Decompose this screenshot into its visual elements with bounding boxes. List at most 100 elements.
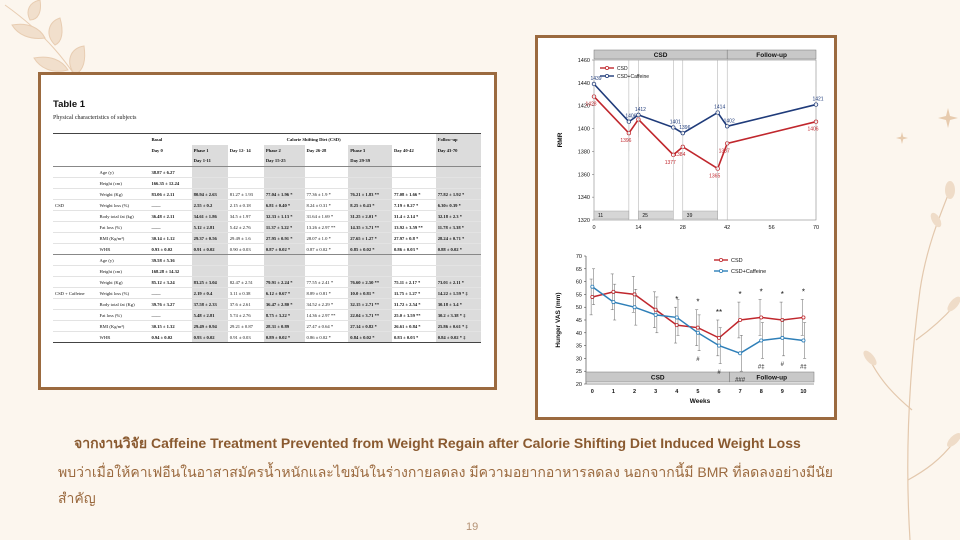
table-cell: 0.87 ± 0.02 * — [263, 243, 305, 255]
significance-marker: ### — [735, 377, 746, 383]
phase-day-label: 25 — [642, 213, 648, 219]
table-row: Weight (Kg) 85.12 ± 3.24 83.25 ± 3.04 82.47… — [53, 276, 481, 288]
group-label-cell — [53, 232, 98, 244]
x-tick-label: 4 — [675, 389, 679, 395]
table-cell: 8.24 ± 0.31 * — [304, 199, 349, 211]
table-cell — [191, 177, 228, 189]
series-line-csd-caffeine — [593, 83, 817, 135]
table-cell — [304, 177, 349, 189]
phase-bar-follow-up — [729, 371, 815, 383]
x-tick-label: 56 — [769, 225, 775, 231]
row-label: Weight (Kg) — [97, 188, 150, 200]
group-label-cell — [53, 243, 98, 255]
legend-label: CSD+Caffeine — [731, 269, 766, 275]
table-title: Table 1 — [53, 99, 86, 110]
table-cell: 0.87 ± 0.02 * — [304, 243, 349, 255]
table-cell — [227, 177, 264, 189]
table-cell: 14.36 ± 2.97 ** — [304, 309, 349, 321]
table-cell: 0.83 ± 0.03 * — [391, 331, 436, 343]
x-tick-label: 42 — [724, 225, 730, 231]
phase-label-csd: CSD — [654, 52, 668, 59]
table-cell: 14.22 ± 1.59 * ‡ — [435, 287, 481, 299]
table-cell: 0.91 ± 0.03 — [227, 331, 264, 343]
table-cell: 7.19 ± 0.27 * — [391, 199, 436, 211]
phase-day-box — [682, 210, 718, 220]
table-cell: 77.08 ± 1.66 * — [391, 188, 436, 200]
table-cell — [263, 254, 305, 266]
phase-day-box — [593, 210, 630, 220]
series-line-csd — [593, 96, 817, 170]
significance-marker: #‡ — [758, 365, 765, 371]
data-point — [632, 305, 637, 310]
table-row: Age (y) 38.87 ± 6.27 — [53, 166, 481, 178]
table-cell — [348, 177, 392, 189]
row-label: Fat loss (%) — [97, 221, 150, 233]
table-cell — [435, 254, 481, 266]
table-cell — [304, 254, 349, 266]
legend-marker — [605, 73, 610, 78]
table-cell: 11.75 ± 1.27 * — [391, 287, 436, 299]
header-day-40-42: Day 40-42 — [393, 147, 414, 153]
y-tick-label: 1440 — [578, 81, 590, 87]
group-label-cell — [53, 265, 98, 277]
table-cell: 10.0 ± 0.81 * — [348, 287, 392, 299]
x-tick-label: 0 — [591, 389, 594, 395]
table-cell: 27.14 ± 0.82 * — [348, 320, 392, 332]
table-cell: 166.35 ± 12.24 — [149, 177, 192, 189]
table-cell: 80.94 ± 2.63 — [191, 188, 228, 200]
data-label: 1387 — [719, 148, 730, 154]
table-row: Height (cm) 168.28 ± 14.32 — [53, 265, 481, 277]
table-cell: 0.93 ± 0.02 — [149, 243, 192, 255]
table-cell: 0.88 ± 0.02 * — [435, 243, 481, 255]
header-day-0: Day 0 — [151, 147, 163, 153]
table-cell: 32.15 ± 2.71 ** — [348, 298, 392, 310]
table-cell: 0.86 ± 0.02 * — [304, 331, 349, 343]
data-label: 1401 — [670, 119, 681, 125]
header-day-12-14: Day 12- 14 — [229, 147, 251, 153]
data-label: 1421 — [812, 97, 823, 103]
table-cell — [391, 177, 436, 189]
data-point — [590, 284, 595, 289]
y-tick-label: 35 — [576, 344, 582, 350]
y-axis-label: RMR — [557, 132, 564, 147]
table-cell: 37.58 ± 2.33 — [191, 298, 228, 310]
table-cell: 0.90 ± 0.03 — [227, 243, 264, 255]
legend-marker — [718, 268, 723, 273]
table-cell: 77.55 ± 2.41 * — [304, 276, 349, 288]
significance-marker: # — [696, 357, 700, 363]
caption-body: พบว่าเมื่อให้คาเฟอีนในอาสาสมัครน้ำหนักแล… — [58, 464, 834, 506]
table-cell — [435, 166, 481, 178]
table-cell: 75.11 ± 2.17 * — [391, 276, 436, 288]
table-cell: 39.76 ± 3.27 — [149, 298, 192, 310]
table-cell: 34.5 ± 1.97 — [227, 210, 264, 222]
table-header-row-1: Basal Calorie Shifting Diet (CSD) Follow… — [53, 133, 481, 145]
table-cell: 76.21 ± 1.83 ** — [348, 188, 392, 200]
data-label: 1406 — [807, 127, 818, 133]
table-cell — [348, 265, 392, 277]
table-row: Age (y) 39.58 ± 5.36 — [53, 254, 481, 266]
y-tick-label: 50 — [576, 305, 582, 311]
data-point — [716, 335, 721, 340]
y-tick-label: 20 — [576, 382, 582, 388]
x-tick-label: 28 — [680, 225, 686, 231]
y-tick-label: 1420 — [578, 104, 590, 110]
row-label: WHR — [97, 331, 150, 343]
table-cell: —— — [149, 287, 192, 299]
significance-marker: * — [696, 298, 699, 307]
x-tick-label: 1 — [612, 389, 615, 395]
significance-marker: #‡ — [800, 365, 807, 371]
table-cell: —— — [149, 221, 192, 233]
data-point — [695, 325, 700, 330]
table-header-row-3: Day 1-11 Day 15-25 Day 29-39 — [53, 155, 481, 167]
table-cell: 0.84 ± 0.02 * — [348, 331, 392, 343]
table-cell: 37.6 ± 2.61 — [227, 298, 264, 310]
table-row: BMI (Kg/m²) 30.15 ± 1.32 29.49 ± 0.94 29.21… — [53, 320, 481, 332]
y-tick-label: 30 — [576, 356, 582, 362]
row-label: Body total fat (kg) — [97, 210, 150, 222]
table-cell: 0.93 ± 0.02 — [191, 331, 228, 343]
data-label: 1406 — [625, 114, 636, 120]
significance-marker: ** — [716, 308, 722, 317]
table-cell: 0.91 ± 0.02 — [191, 243, 228, 255]
x-tick-label: 3 — [654, 389, 657, 395]
